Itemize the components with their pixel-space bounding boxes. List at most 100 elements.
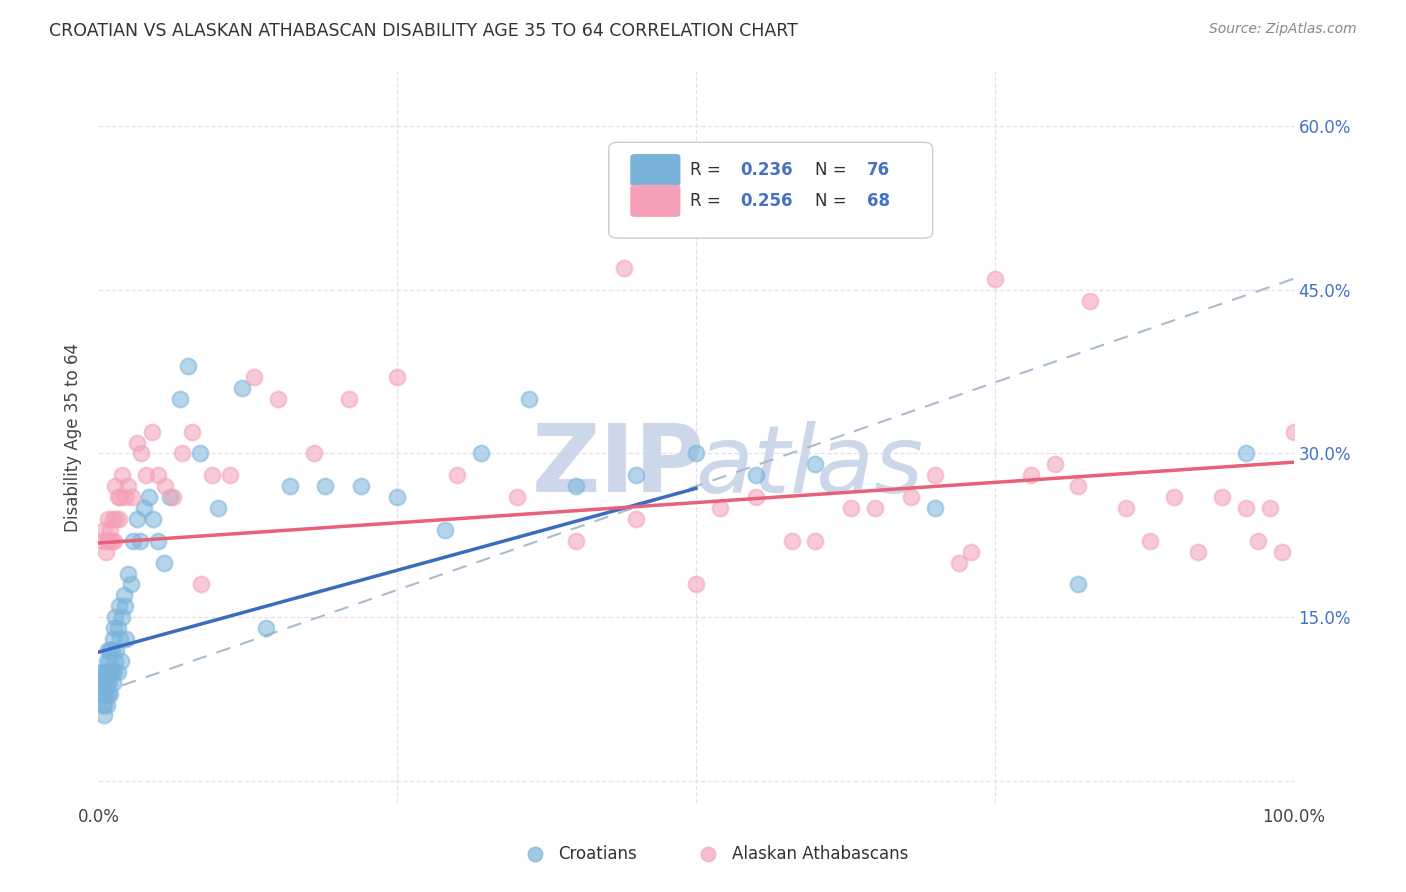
Point (96, 533, 118, 548)
Point (97, 665, 120, 679)
Point (93, 675, 115, 690)
Point (125, 435, 148, 450)
Point (91, 665, 114, 679)
Point (948, 556, 970, 570)
Point (865, 501, 887, 516)
Text: atlas: atlas (696, 421, 924, 512)
Point (188, 446, 211, 460)
Text: Croatians: Croatians (558, 845, 637, 863)
Point (1258, 501, 1281, 516)
Point (104, 479, 127, 493)
Point (804, 533, 827, 548)
Point (207, 501, 229, 516)
Point (900, 490, 922, 504)
Point (114, 599, 136, 614)
Point (1043, 458, 1066, 472)
Text: Source: ZipAtlas.com: Source: ZipAtlas.com (1209, 22, 1357, 37)
FancyBboxPatch shape (630, 185, 681, 217)
Point (112, 588, 135, 602)
Point (103, 533, 125, 548)
Point (159, 490, 181, 504)
Point (148, 468, 170, 483)
Point (90, 687, 112, 701)
Point (517, 392, 540, 406)
Point (780, 533, 803, 548)
Point (97, 643, 120, 657)
Point (132, 501, 155, 516)
Point (267, 392, 290, 406)
Point (385, 490, 409, 504)
Point (96, 654, 118, 668)
Point (219, 468, 242, 483)
Point (125, 512, 148, 526)
Point (117, 479, 139, 493)
Point (350, 479, 373, 493)
Point (108, 490, 131, 504)
Point (98, 665, 122, 679)
Text: R =: R = (690, 192, 725, 210)
Point (103, 621, 125, 635)
Point (1067, 479, 1090, 493)
Point (91, 675, 114, 690)
Point (96, 675, 118, 690)
Point (1271, 545, 1294, 559)
Point (180, 425, 202, 439)
Point (91, 533, 114, 548)
FancyBboxPatch shape (609, 143, 932, 238)
Point (97, 687, 120, 701)
Point (685, 577, 707, 591)
Point (97, 512, 120, 526)
Point (111, 610, 134, 624)
Point (177, 359, 200, 373)
Point (685, 446, 707, 460)
Point (98, 665, 121, 679)
Point (924, 468, 946, 483)
Point (107, 621, 129, 635)
Point (117, 566, 139, 581)
Point (169, 392, 191, 406)
Point (613, 260, 636, 275)
Text: ZIP: ZIP (531, 420, 704, 512)
Point (231, 381, 253, 395)
Point (565, 479, 588, 493)
Point (93, 523, 115, 537)
Point (138, 490, 160, 504)
Point (120, 577, 142, 591)
Point (107, 490, 129, 504)
Point (108, 632, 131, 646)
Text: N =: N = (815, 192, 852, 210)
Point (135, 468, 157, 483)
Point (190, 577, 212, 591)
Point (115, 632, 138, 646)
Point (93, 708, 115, 723)
Text: 68: 68 (868, 192, 890, 210)
Point (110, 654, 132, 668)
Point (91, 675, 114, 690)
Point (96, 665, 118, 679)
Point (148, 533, 170, 548)
Text: Alaskan Athabascans: Alaskan Athabascans (733, 845, 908, 863)
Point (94, 687, 117, 701)
Point (1211, 490, 1233, 504)
Point (142, 512, 165, 526)
Point (506, 490, 529, 504)
Point (98, 643, 122, 657)
Point (105, 512, 128, 526)
Point (93, 698, 115, 712)
Point (121, 490, 143, 504)
Point (523, 850, 546, 864)
Point (98, 687, 122, 701)
Point (100, 643, 122, 657)
Point (1080, 293, 1102, 308)
Point (103, 665, 125, 679)
Point (984, 272, 1007, 286)
Point (107, 512, 129, 526)
Point (107, 599, 129, 614)
Point (111, 468, 134, 483)
Point (93, 687, 115, 701)
Point (339, 392, 361, 406)
Point (101, 675, 124, 690)
Point (841, 501, 863, 516)
Point (709, 501, 731, 516)
Point (315, 479, 337, 493)
